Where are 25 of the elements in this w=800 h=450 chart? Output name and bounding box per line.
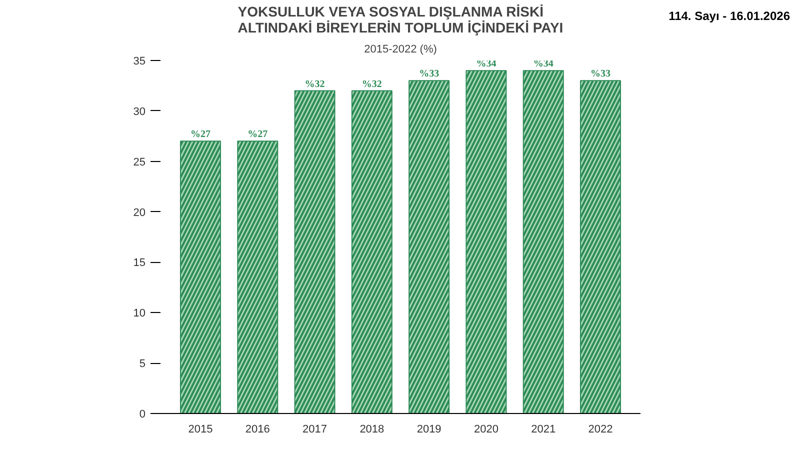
y-tick-label: 0: [139, 408, 146, 420]
data-label: %32: [304, 78, 325, 90]
x-tick-label: 2015: [188, 424, 213, 436]
x-tick-label: 2022: [588, 424, 613, 436]
x-tick-label: 2017: [302, 424, 328, 436]
data-label: %33: [590, 68, 610, 80]
data-label: %27: [248, 129, 268, 140]
y-tick-label: 5: [139, 358, 146, 370]
x-tick-label: 2016: [245, 424, 270, 436]
x-tick-label: 2018: [360, 424, 384, 436]
data-label: %32: [362, 78, 382, 90]
chart-subtitle: 2015-2022 (%): [364, 44, 437, 56]
data-label: %27: [190, 129, 210, 140]
data-label: %33: [419, 68, 440, 80]
y-tick-label: 35: [133, 56, 146, 68]
y-tick-label: 15: [133, 257, 146, 270]
chart-title: YOKSULLUK VEYA SOSYAL DIŞLANMA RİSKİ ALTINDAKİ BİREYLERİN TOPLUM İÇİNDEKİ PAYI: [238, 4, 564, 36]
x-tick-label: 2020: [474, 424, 498, 436]
y-tick-label: 30: [133, 106, 146, 118]
text: 114. Sayı - 16.01.2026: [668, 8, 790, 25]
y-tick-label: 10: [133, 308, 146, 320]
x-tick-label: 2019: [416, 424, 442, 436]
y-tick-label: 25: [133, 156, 146, 168]
x-tick-label: 2021: [531, 424, 556, 436]
y-tick-label: 20: [133, 206, 146, 219]
